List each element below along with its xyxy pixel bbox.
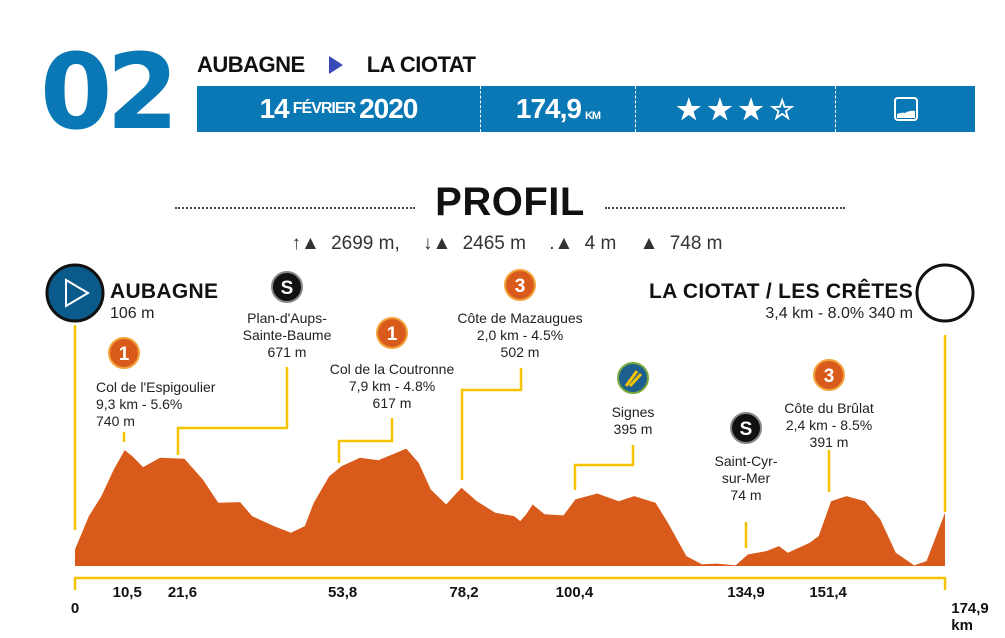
point-alt: 74 m <box>730 487 762 503</box>
profile-type <box>836 86 975 132</box>
point-alt: 740 m <box>96 413 135 429</box>
profile-stats: ↑▲ 2699 m, ↓▲ 2465 m .▲ 4 m ▲ 748 m <box>0 233 1005 255</box>
climb-label: Côte du Brûlat 2,4 km - 8.5% 391 m <box>784 400 874 451</box>
min-alt-value: 4 m <box>584 233 617 254</box>
x-tick-label: 174,9 km <box>951 600 989 634</box>
star-outline-icon: ☆ <box>769 93 795 125</box>
point-name: Côte de Mazaugues <box>457 310 583 326</box>
sprint-icon: S <box>730 412 762 444</box>
star-filled-icon: ★ <box>738 93 764 125</box>
hilly-profile-icon <box>893 97 918 121</box>
feed-zone-icon <box>617 362 649 394</box>
point-name: Saint-Cyr- <box>714 453 778 469</box>
distance-value: 174,9 <box>515 93 582 124</box>
point-name: Côte du Brûlat <box>784 400 874 416</box>
divider <box>175 207 415 209</box>
x-tick-label: 53,8 <box>328 584 358 601</box>
x-tick-label: 21,6 <box>167 584 198 601</box>
max-alt-value: 748 m <box>669 233 723 254</box>
finish-name: LA CIOTAT / LES CRÊTES <box>648 280 913 303</box>
point-alt: 395 m <box>613 421 653 437</box>
climb-category-3-icon: 3 <box>813 359 845 391</box>
point-detail: 7,9 km - 4.8% <box>348 378 436 394</box>
climb-category-1-icon: 1 <box>108 337 140 369</box>
start-name: AUBAGNE <box>110 280 219 303</box>
point-name: Col de la Coutronne <box>329 361 455 377</box>
ascent-stat: ↑▲ 2699 m, <box>291 233 400 254</box>
point-detail: 9,3 km - 5.6% <box>96 396 183 412</box>
difficulty-stars: ★ ★ ★ ☆ <box>636 86 836 132</box>
descent-stat: ↓▲ 2465 m <box>423 233 526 254</box>
x-tick-label: 151,4 <box>809 584 847 601</box>
feed-zone-label: Signes 395 m <box>612 404 655 438</box>
point-detail: sur-Mer <box>721 470 771 486</box>
svg-text:S: S <box>281 278 294 299</box>
connector-plan-daups <box>176 367 289 455</box>
route-finish: LA CIOTAT <box>366 52 476 77</box>
max-alt-stat: ▲ 748 m <box>639 233 723 254</box>
profile-title: PROFIL <box>435 180 585 224</box>
climb-category-1-icon: 1 <box>376 317 408 349</box>
start-alt: 106 m <box>110 305 155 322</box>
svg-text:S: S <box>740 419 753 440</box>
climb-label: Col de l'Espigoulier 9,3 km - 5.6% 740 m <box>96 379 215 430</box>
climb-label: Côte de Mazaugues 2,0 km - 4.5% 502 m <box>457 310 582 361</box>
divider <box>605 207 845 209</box>
stage-number: 02 <box>40 31 179 153</box>
ascent-value: 2699 m, <box>331 233 400 254</box>
connector-signes <box>573 445 635 490</box>
point-detail: 2,4 km - 8.5% <box>785 417 873 433</box>
point-alt: 391 m <box>809 434 849 450</box>
point-name: Plan-d'Aups- <box>247 310 327 326</box>
star-filled-icon: ★ <box>676 93 702 125</box>
svg-text:1: 1 <box>387 324 398 345</box>
elevation-area <box>75 448 945 566</box>
sprint-label: Plan-d'Aups- Sainte-Baume 671 m <box>243 310 332 361</box>
x-tick-label: 78,2 <box>449 584 479 601</box>
point-alt: 502 m <box>500 344 540 360</box>
date-day: 14 <box>259 93 290 124</box>
stage-date: 14 FÉVRIER 2020 <box>197 86 481 132</box>
climb-category-3-icon: 3 <box>504 269 536 301</box>
finish-checkered-icon <box>915 263 975 323</box>
connector-coutronne <box>337 418 394 463</box>
star-filled-icon: ★ <box>707 93 733 125</box>
date-year: 2020 <box>359 93 418 124</box>
stage-info-bar: 14 FÉVRIER 2020 174,9 KM ★ ★ ★ ☆ <box>197 86 975 132</box>
x-tick-label: 0 <box>70 600 80 617</box>
point-name: Col de l'Espigoulier <box>96 379 216 395</box>
point-detail: 2,0 km - 4.5% <box>476 327 564 343</box>
sprint-icon: S <box>271 271 303 303</box>
descent-value: 2465 m <box>462 233 526 254</box>
point-alt: 617 m <box>372 395 412 411</box>
point-alt: 671 m <box>267 344 307 360</box>
finish-detail: 3,4 km - 8.0% 340 m <box>765 305 913 322</box>
route-start: AUBAGNE <box>197 52 305 77</box>
min-alt-stat: .▲ 4 m <box>549 233 617 254</box>
date-month: FÉVRIER <box>292 100 356 117</box>
x-tick-label: 134,9 <box>727 584 765 601</box>
arrow-right-icon <box>328 56 343 74</box>
point-detail: Sainte-Baume <box>242 327 332 343</box>
x-axis-line <box>73 576 947 590</box>
distance-unit: KM <box>584 110 601 122</box>
start-icon <box>45 263 105 323</box>
stage-distance: 174,9 KM <box>481 86 636 132</box>
route: AUBAGNE LA CIOTAT <box>197 52 476 78</box>
svg-text:1: 1 <box>119 344 130 365</box>
svg-text:3: 3 <box>515 276 526 297</box>
x-tick-label: 10,5 <box>112 584 142 601</box>
svg-text:3: 3 <box>824 366 835 387</box>
point-name: Signes <box>611 404 655 420</box>
sprint-label: Saint-Cyr-sur-Mer 74 m <box>714 453 777 504</box>
climb-label: Col de la Coutronne 7,9 km - 4.8% 617 m <box>330 361 455 412</box>
connector-mazaugues <box>460 368 523 480</box>
connectors <box>73 325 947 590</box>
x-tick-label: 100,4 <box>555 584 594 601</box>
